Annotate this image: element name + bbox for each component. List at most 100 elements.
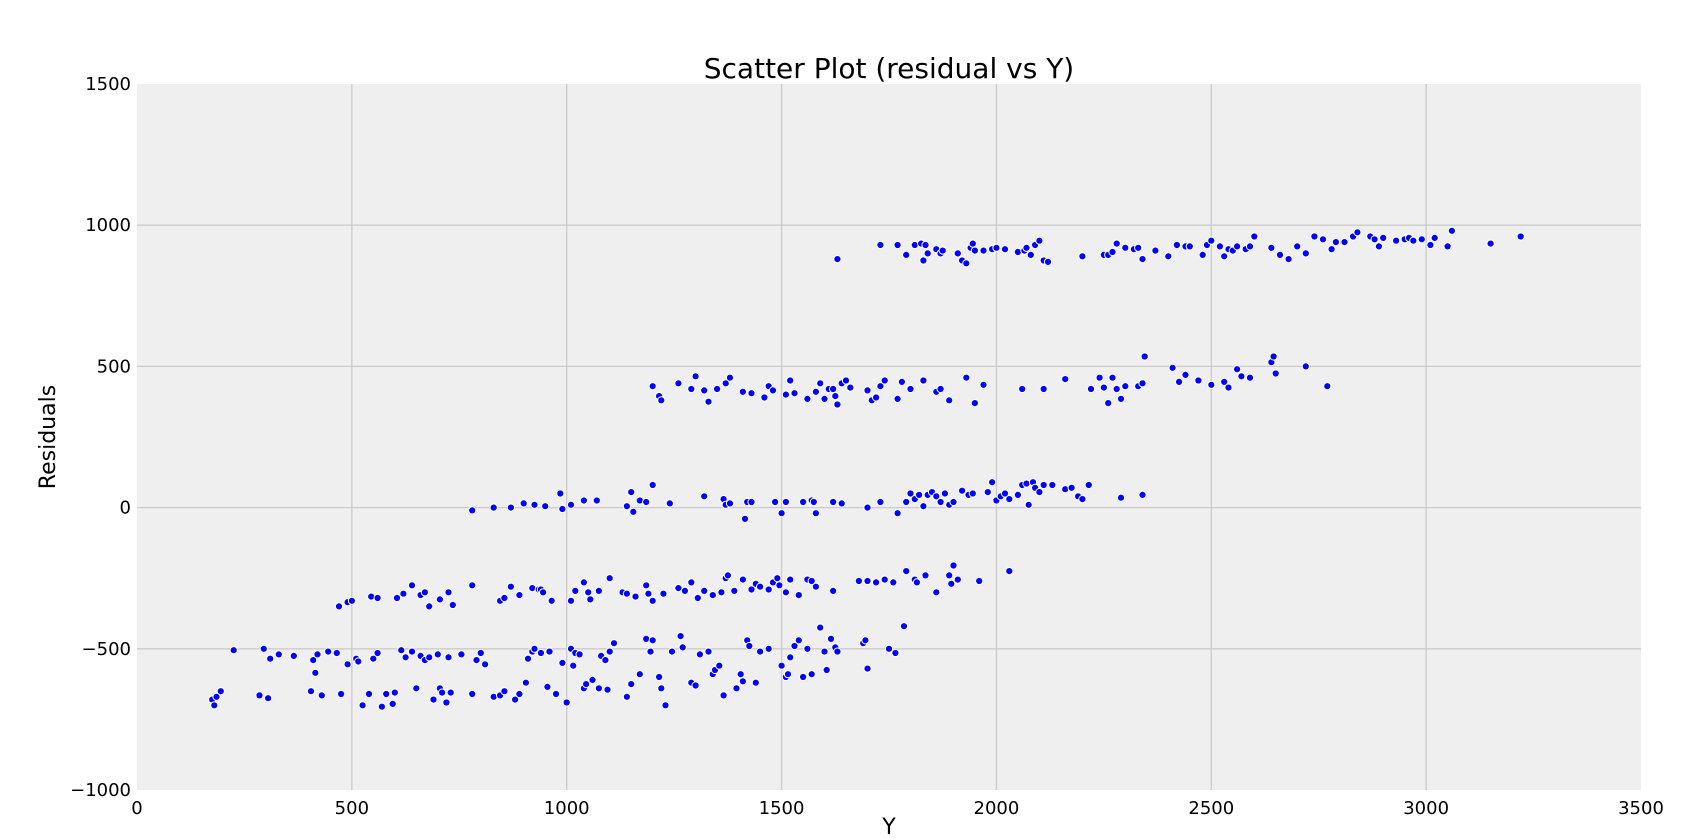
data-point (1426, 240, 1435, 250)
data-point (401, 653, 410, 662)
data-point (678, 643, 687, 652)
data-point (736, 670, 745, 679)
data-point (1370, 235, 1379, 244)
data-point (1000, 489, 1010, 498)
data-point (919, 376, 928, 385)
data-point (841, 376, 851, 385)
data-point (313, 650, 322, 659)
data-point (603, 685, 612, 694)
data-point (558, 658, 567, 668)
data-point (921, 240, 930, 250)
data-point (373, 648, 382, 658)
data-point (861, 636, 870, 645)
data-point (1237, 372, 1246, 381)
data-points (208, 226, 1525, 711)
data-point (582, 680, 591, 689)
data-point (622, 692, 632, 701)
data-point (708, 591, 717, 600)
data-point (899, 622, 909, 631)
data-point (1215, 242, 1225, 251)
data-point (1271, 369, 1280, 378)
data-point (970, 399, 980, 408)
data-point (1353, 228, 1362, 237)
data-point (510, 695, 520, 704)
data-point (566, 596, 576, 605)
data-point (799, 672, 808, 682)
data-point (747, 497, 756, 507)
data-point (1043, 257, 1053, 266)
data-point (1086, 384, 1096, 394)
data-point (306, 687, 316, 696)
data-point (446, 688, 455, 697)
data-point (781, 588, 791, 597)
data-point (629, 507, 638, 516)
data-point (1301, 249, 1310, 258)
data-point (756, 582, 765, 591)
data-point (594, 684, 604, 693)
data-point (730, 586, 739, 596)
data-point (949, 497, 958, 507)
data-point (940, 489, 950, 498)
data-point (751, 678, 760, 687)
data-point (1198, 250, 1207, 259)
data-point (334, 602, 344, 611)
data-point (648, 596, 657, 605)
data-point (945, 396, 954, 405)
data-point (569, 661, 578, 670)
data-point (700, 492, 709, 501)
data-point (1039, 480, 1048, 490)
data-point (786, 653, 795, 662)
data-point (1323, 382, 1332, 391)
data-point (438, 688, 447, 697)
data-point (811, 582, 821, 591)
data-point (846, 383, 855, 392)
data-point (392, 593, 402, 603)
data-point (704, 397, 713, 406)
data-point (777, 661, 786, 670)
data-point (1301, 362, 1310, 371)
data-point (738, 677, 748, 686)
data-point (700, 586, 709, 596)
data-point (768, 386, 778, 395)
data-point (773, 574, 782, 583)
data-point (429, 695, 438, 704)
data-point (725, 499, 735, 508)
data-point (588, 675, 597, 685)
data-point (947, 579, 956, 588)
data-point (571, 586, 580, 596)
data-point (983, 488, 992, 497)
data-point (822, 665, 831, 675)
data-point (1108, 247, 1117, 257)
data-point (444, 653, 453, 662)
y-tick-label: 1500 (85, 74, 131, 95)
data-point (1116, 394, 1126, 403)
data-point (364, 689, 374, 699)
data-point (407, 581, 417, 590)
data-point (1275, 250, 1285, 259)
data-point (876, 240, 885, 250)
data-point (713, 384, 722, 394)
data-point (545, 647, 554, 656)
data-point (324, 647, 333, 656)
data-point (481, 660, 490, 669)
data-point (644, 589, 653, 598)
x-tick-label: 2500 (1188, 798, 1234, 819)
data-point (893, 240, 902, 250)
data-point (938, 246, 947, 255)
data-point (794, 591, 803, 600)
data-point (558, 504, 567, 514)
data-point (953, 249, 962, 258)
data-point (433, 650, 442, 659)
data-point (1181, 370, 1190, 379)
x-tick-label: 0 (131, 798, 142, 819)
data-point (820, 394, 829, 403)
data-point (648, 636, 657, 645)
data-point (659, 589, 668, 598)
data-point (1121, 382, 1130, 391)
data-point (1035, 488, 1044, 497)
data-point (373, 593, 382, 603)
data-point (1245, 242, 1255, 251)
data-point (1138, 490, 1147, 499)
data-point (809, 497, 818, 507)
data-point (893, 509, 902, 518)
